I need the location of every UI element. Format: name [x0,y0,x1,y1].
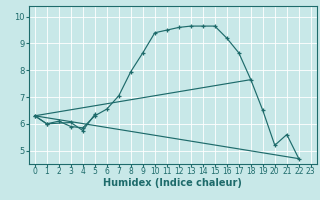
X-axis label: Humidex (Indice chaleur): Humidex (Indice chaleur) [103,178,242,188]
